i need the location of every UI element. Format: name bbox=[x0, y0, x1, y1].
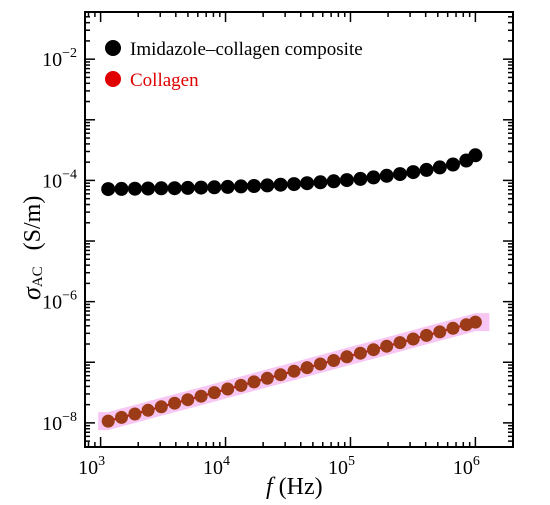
legend-label-composite: Imidazole–collagen composite bbox=[130, 39, 363, 60]
composite-point bbox=[260, 178, 275, 193]
collagen-point bbox=[234, 378, 248, 392]
x-tick-label-base: 10 bbox=[78, 457, 98, 479]
x-axis-label: f (Hz) bbox=[266, 474, 323, 500]
composite-point bbox=[127, 181, 142, 196]
data-markers bbox=[101, 148, 483, 428]
collagen-point bbox=[287, 364, 301, 378]
collagen-point bbox=[433, 325, 447, 339]
collagen-point bbox=[207, 386, 221, 400]
x-tick-label: 105 bbox=[328, 454, 355, 479]
legend: Imidazole–collagen composite Collagen bbox=[105, 39, 363, 91]
x-tick-label-exponent: 5 bbox=[348, 454, 355, 469]
composite-point bbox=[353, 171, 368, 186]
composite-point bbox=[432, 160, 447, 175]
composite-point bbox=[468, 148, 483, 163]
composite-point bbox=[379, 168, 394, 183]
composite-point bbox=[180, 180, 195, 195]
collagen-point bbox=[380, 339, 394, 353]
composite-point bbox=[406, 165, 421, 180]
collagen-point bbox=[367, 343, 380, 357]
y-tick-label-base: 10 bbox=[42, 413, 62, 435]
composite-point bbox=[393, 167, 407, 182]
composite-point bbox=[114, 181, 129, 196]
y-tick-label: 10−2 bbox=[42, 46, 77, 71]
composite-point bbox=[247, 179, 261, 193]
collagen-point bbox=[168, 396, 182, 410]
x-tick-label-exponent: 4 bbox=[223, 454, 230, 469]
collagen-point bbox=[221, 382, 235, 396]
composite-point bbox=[419, 162, 434, 177]
collagen-point bbox=[420, 328, 433, 342]
composite-point bbox=[339, 173, 354, 188]
collagen-point bbox=[128, 407, 142, 421]
collagen-point bbox=[154, 400, 168, 414]
composite-point bbox=[207, 180, 222, 195]
collagen-point bbox=[313, 357, 327, 371]
legend-marker-composite bbox=[105, 40, 121, 56]
composite-point bbox=[287, 177, 301, 192]
x-tick-label: 106 bbox=[453, 454, 480, 479]
composite-point bbox=[446, 157, 460, 172]
x-tick-label: 103 bbox=[78, 454, 105, 479]
y-tick-label-exponent: −6 bbox=[62, 289, 77, 304]
composite-point bbox=[313, 175, 328, 190]
y-tick-label-exponent: −8 bbox=[62, 410, 77, 425]
composite-point bbox=[154, 181, 169, 196]
collagen-point bbox=[327, 354, 341, 367]
y-tick-label: 10−4 bbox=[42, 167, 77, 192]
collagen-point bbox=[393, 336, 407, 350]
x-tick-label-base: 10 bbox=[453, 457, 473, 479]
x-axis-label-italic: f bbox=[266, 474, 276, 500]
y-axis-label-units: (S/m) bbox=[20, 196, 46, 251]
y-tick-label-base: 10 bbox=[42, 49, 62, 71]
collagen-point bbox=[468, 315, 482, 329]
collagen-point bbox=[115, 410, 128, 424]
y-tick-label-base: 10 bbox=[42, 170, 62, 192]
collagen-point bbox=[260, 371, 274, 385]
x-tick-label-exponent: 3 bbox=[98, 454, 105, 469]
y-axis-label-subscript: AC bbox=[30, 266, 46, 287]
x-tick-label-exponent: 6 bbox=[473, 454, 480, 469]
y-tick-label: 10−6 bbox=[42, 289, 77, 314]
composite-point bbox=[366, 170, 381, 185]
y-tick-label: 10−8 bbox=[42, 410, 77, 435]
composite-point bbox=[273, 177, 288, 192]
collagen-point bbox=[141, 403, 155, 417]
collagen-point bbox=[181, 393, 195, 407]
y-tick-label-exponent: −2 bbox=[62, 46, 77, 61]
collagen-point bbox=[274, 368, 288, 382]
y-axis-label: σAC (S/m) bbox=[17, 196, 46, 300]
composite-point bbox=[167, 181, 182, 196]
composite-point bbox=[101, 182, 116, 197]
x-tick-label: 104 bbox=[203, 454, 230, 479]
x-axis-label-units: (Hz) bbox=[273, 474, 323, 500]
legend-marker-collagen bbox=[105, 71, 121, 87]
collagen-point bbox=[446, 321, 460, 335]
composite-point bbox=[220, 179, 235, 194]
composite-point bbox=[141, 181, 156, 196]
legend-label-collagen: Collagen bbox=[130, 70, 199, 91]
collagen-point bbox=[300, 361, 314, 375]
collagen-point bbox=[101, 414, 115, 428]
y-tick-label-exponent: −4 bbox=[62, 167, 77, 182]
collagen-point bbox=[247, 375, 261, 389]
y-axis-label-symbol: σ bbox=[17, 286, 46, 300]
plot-frame bbox=[84, 11, 514, 448]
x-tick-label-base: 10 bbox=[328, 457, 348, 479]
composite-point bbox=[234, 179, 248, 194]
collagen-point bbox=[194, 389, 208, 403]
composite-point bbox=[194, 180, 209, 195]
collagen-point bbox=[353, 346, 367, 360]
composite-point bbox=[300, 176, 315, 191]
collagen-point bbox=[340, 350, 354, 364]
composite-point bbox=[326, 174, 341, 189]
y-tick-label-base: 10 bbox=[42, 292, 62, 314]
collagen-point bbox=[406, 332, 420, 346]
x-tick-label-base: 10 bbox=[203, 457, 223, 479]
